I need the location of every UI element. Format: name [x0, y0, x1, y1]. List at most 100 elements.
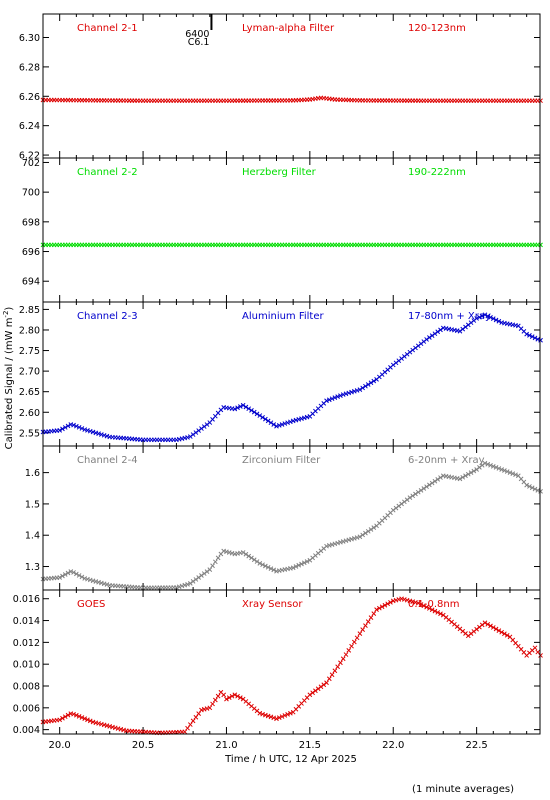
data-point: [76, 573, 82, 578]
y-axis-label-exponent: -2: [2, 311, 10, 318]
data-point: [524, 331, 530, 337]
series-points: [40, 596, 543, 736]
data-point: [271, 422, 277, 427]
data-point: [240, 402, 246, 408]
y-tick-label: 0.012: [13, 638, 40, 649]
data-point: [338, 660, 343, 666]
data-point: [435, 329, 441, 335]
data-point: [82, 716, 88, 721]
data-point: [193, 714, 199, 720]
data-point: [260, 414, 265, 420]
data-point: [488, 462, 493, 468]
series-points: [40, 242, 543, 248]
data-point: [538, 98, 543, 104]
data-point: [310, 690, 315, 696]
data-point: [263, 563, 268, 569]
y-tick-label: 696: [22, 247, 40, 258]
y-tick-label: 2.70: [19, 367, 40, 378]
data-point: [460, 474, 466, 480]
data-point: [532, 645, 538, 651]
y-tick-label: 6.22: [19, 151, 40, 162]
data-point: [529, 334, 535, 340]
data-point: [351, 639, 357, 645]
data-point: [343, 652, 349, 657]
data-point: [349, 389, 354, 395]
y-tick-label: 0.016: [13, 594, 40, 605]
data-point: [329, 672, 335, 678]
data-point: [424, 604, 429, 610]
data-point: [371, 525, 377, 531]
data-point: [60, 573, 65, 579]
data-point: [371, 611, 377, 616]
data-point: [190, 718, 196, 724]
data-point: [496, 628, 502, 633]
data-point: [504, 469, 510, 474]
data-point: [335, 664, 340, 670]
data-point: [468, 470, 474, 475]
data-point: [254, 559, 260, 564]
data-point: [463, 473, 468, 479]
y-axis-label-text: Calibrated Signal / (mW m: [4, 318, 15, 450]
data-point: [338, 393, 343, 398]
data-point: [207, 567, 213, 573]
data-point: [229, 693, 235, 699]
data-point: [71, 570, 76, 575]
data-point: [87, 718, 93, 724]
data-point: [65, 570, 71, 576]
data-point: [385, 601, 391, 607]
data-point: [79, 574, 85, 580]
data-point: [365, 619, 371, 624]
data-point: [293, 564, 299, 569]
y-tick-label: 2.80: [19, 325, 40, 336]
data-point: [421, 603, 427, 609]
y-tick-label: 6.24: [19, 121, 40, 132]
data-point: [82, 427, 88, 432]
data-point: [90, 429, 96, 435]
panel-title: Channel 2-2: [77, 167, 138, 178]
data-point: [432, 331, 438, 337]
data-point: [263, 712, 268, 718]
data-point: [251, 409, 257, 415]
panel-frame: [42, 445, 541, 591]
data-point: [360, 385, 366, 391]
data-point: [60, 715, 65, 721]
data-point: [499, 629, 504, 635]
data-point: [482, 312, 488, 318]
y-tick-label: 698: [22, 217, 40, 228]
data-point: [482, 460, 488, 466]
data-point: [374, 607, 379, 612]
data-point: [96, 431, 101, 437]
y-tick-label: 6.26: [19, 92, 40, 103]
data-point: [101, 432, 107, 438]
x-tick-label: 21.0: [215, 740, 237, 751]
data-point: [182, 729, 188, 735]
data-point: [329, 396, 335, 402]
data-point: [382, 602, 388, 608]
y-tick-label: 0.010: [13, 660, 40, 671]
data-point: [524, 482, 530, 488]
data-point: [363, 383, 368, 389]
y-tick-label: 2.60: [19, 408, 40, 419]
data-point: [62, 425, 68, 430]
data-point: [438, 611, 443, 617]
data-point: [502, 631, 507, 637]
series-points: [40, 95, 543, 104]
data-point: [360, 532, 366, 538]
averaging-note: (1 minute averages): [412, 784, 514, 795]
data-point: [288, 710, 293, 716]
panel-frame: [42, 13, 541, 159]
x-tick-label: 20.0: [49, 740, 71, 751]
data-point: [235, 405, 240, 411]
data-point: [185, 725, 190, 731]
y-tick-label: 2.85: [19, 305, 40, 316]
data-point: [504, 632, 510, 638]
data-point: [251, 557, 257, 563]
data-point: [243, 551, 249, 557]
data-point: [315, 686, 321, 692]
data-point: [363, 623, 368, 628]
data-point: [60, 426, 65, 432]
data-point: [240, 550, 246, 555]
y-tick-label: 2.75: [19, 346, 40, 357]
data-point: [354, 388, 360, 393]
